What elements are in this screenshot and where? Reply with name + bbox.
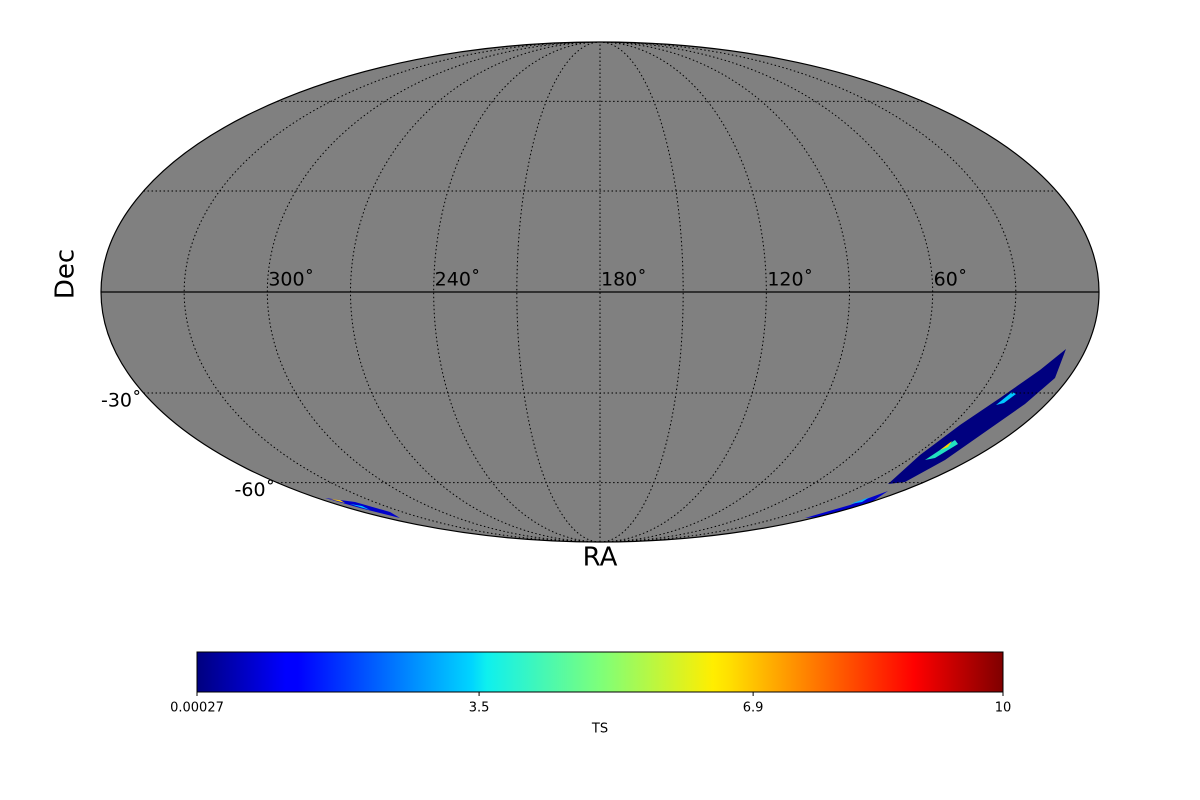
region bbox=[925, 440, 958, 460]
x-tick-label: 180˚ bbox=[601, 269, 647, 291]
graticule bbox=[101, 41, 1099, 543]
x-tick-label: 60˚ bbox=[934, 269, 968, 291]
region bbox=[996, 392, 1016, 405]
x-tick-label: 240˚ bbox=[435, 269, 481, 291]
y-tick-label: -30˚ bbox=[101, 389, 142, 411]
region bbox=[888, 349, 1066, 484]
colorbar-label: TS bbox=[591, 722, 608, 737]
ts-regions bbox=[325, 349, 1066, 518]
region bbox=[940, 441, 952, 450]
y-axis-label: Dec bbox=[51, 249, 81, 299]
region bbox=[350, 504, 370, 510]
region bbox=[850, 497, 870, 504]
x-tick-label: 120˚ bbox=[767, 269, 813, 291]
y-tick-label: -60˚ bbox=[235, 479, 276, 501]
colorbar-tick-label: 0.00027 bbox=[170, 701, 224, 716]
grid-line bbox=[433, 41, 601, 543]
colorbar bbox=[196, 651, 1004, 693]
colorbar-tick-label: 6.9 bbox=[743, 701, 764, 716]
labels: 300˚ 240˚ 180˚ 120˚ 60˚ -30˚ -60˚ bbox=[101, 269, 967, 502]
region bbox=[330, 499, 345, 503]
colorbar-tick-label: 10 bbox=[995, 701, 1012, 716]
grid-line bbox=[599, 41, 767, 543]
sky-outline bbox=[100, 41, 1100, 543]
x-axis-label: RA bbox=[583, 543, 618, 573]
colorbar-tick-label: 3.5 bbox=[469, 701, 490, 716]
region bbox=[325, 498, 400, 518]
meridian bbox=[183, 41, 601, 543]
x-tick-label: 300˚ bbox=[268, 269, 314, 291]
